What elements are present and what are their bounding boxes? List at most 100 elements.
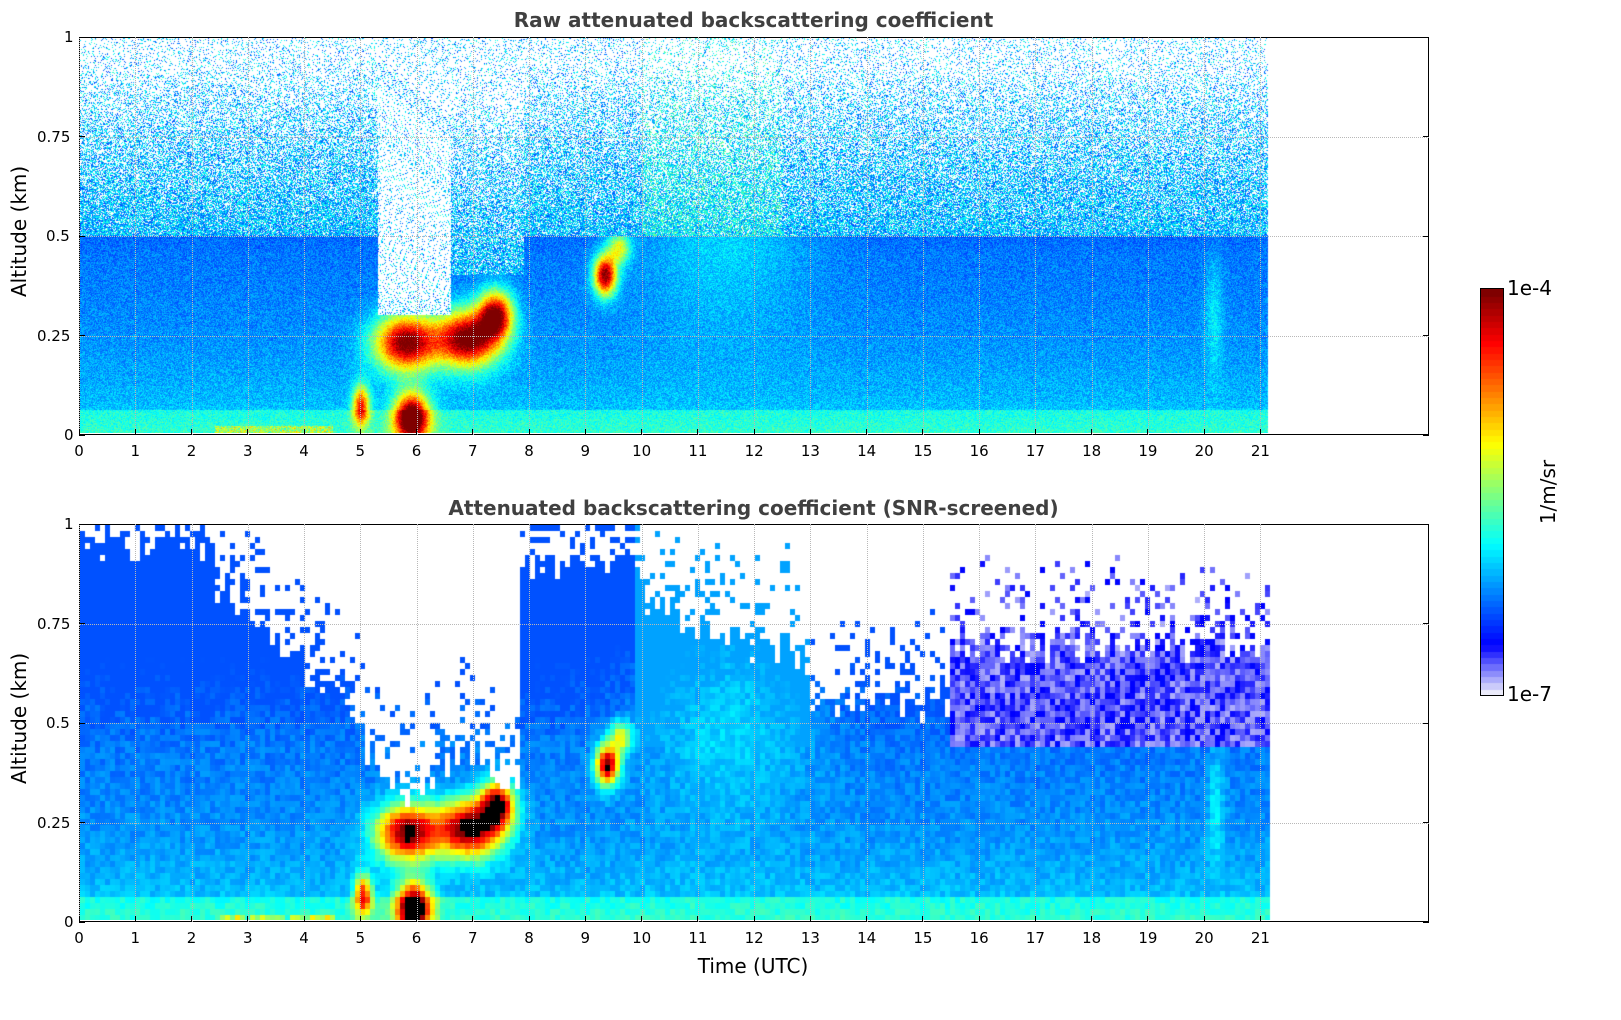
x-tick-label: 1 [130, 929, 141, 947]
y-tick-label: 0 [64, 913, 74, 931]
x-tick-label: 15 [913, 442, 933, 460]
x-tick-mark [753, 429, 755, 435]
x-tick-mark [922, 916, 924, 922]
grid-line-y [79, 136, 1429, 138]
y-tick-label: 0.5 [46, 714, 70, 732]
y-tick-mark [79, 36, 85, 38]
x-tick-mark [584, 429, 586, 435]
x-tick-mark [922, 429, 924, 435]
x-tick-label: 15 [913, 929, 933, 947]
x-tick-label: 16 [969, 929, 989, 947]
x-tick-label: 13 [800, 929, 820, 947]
y-tick-mark [79, 523, 85, 525]
x-tick-label: 13 [800, 442, 820, 460]
y-tick-label: 0.25 [37, 813, 71, 832]
x-tick-mark [978, 916, 980, 922]
y-tick-mark [1423, 523, 1429, 525]
y-tick-mark [1423, 335, 1429, 336]
x-tick-label: 19 [1138, 929, 1158, 947]
y-tick-mark [1423, 36, 1429, 38]
x-tick-mark [1147, 916, 1149, 922]
colorbar-max-label: 1e-4 [1507, 276, 1552, 300]
grid-line-y [79, 623, 1429, 625]
y-tick-mark [79, 921, 85, 923]
x-tick-label: 3 [243, 442, 253, 460]
x-tick-mark [78, 429, 80, 435]
x-tick-mark [753, 916, 755, 922]
x-tick-label: 11 [688, 442, 708, 460]
x-tick-mark [866, 916, 867, 922]
x-tick-label: 7 [468, 929, 478, 947]
y-tick-mark [79, 235, 85, 237]
x-tick-label: 0 [74, 929, 84, 947]
x-tick-label: 6 [411, 442, 422, 460]
y-tick-mark [1423, 722, 1429, 724]
x-tick-mark [866, 429, 867, 435]
y-tick-mark [79, 335, 85, 336]
grid-line-y [79, 822, 1429, 824]
x-tick-label: 8 [524, 929, 534, 947]
chart-title: Raw attenuated backscattering coefficien… [513, 8, 994, 32]
x-axis-label: Time (UTC) [697, 954, 809, 978]
x-tick-label: 20 [1194, 929, 1214, 947]
x-tick-label: 12 [744, 442, 764, 460]
x-tick-label: 14 [857, 929, 877, 947]
x-tick-mark [697, 916, 699, 922]
x-tick-label: 14 [857, 442, 877, 460]
x-tick-mark [1091, 916, 1092, 922]
x-tick-label: 5 [355, 442, 366, 460]
x-tick-label: 2 [186, 442, 197, 460]
y-tick-mark [1423, 136, 1429, 137]
x-tick-mark [809, 916, 811, 922]
y-tick-mark [79, 623, 85, 624]
x-tick-label: 3 [243, 929, 253, 947]
y-tick-mark [1423, 623, 1429, 624]
y-tick-mark [1423, 235, 1429, 237]
x-tick-label: 11 [688, 929, 708, 947]
x-tick-mark [809, 429, 811, 435]
x-tick-mark [697, 429, 699, 435]
x-tick-mark [359, 429, 361, 435]
y-tick-mark [79, 136, 85, 137]
y-axis-label: Altitude (km) [7, 165, 31, 297]
x-tick-label: 1 [130, 442, 141, 460]
x-tick-mark [528, 916, 530, 922]
y-tick-label: 1 [64, 28, 74, 46]
y-tick-mark [1423, 822, 1429, 823]
x-tick-mark [134, 916, 136, 922]
x-tick-label: 9 [580, 442, 591, 460]
x-tick-label: 17 [1025, 442, 1045, 460]
x-tick-label: 18 [1082, 442, 1102, 460]
colorbar-min-label: 1e-7 [1507, 682, 1552, 706]
y-tick-mark [1423, 921, 1429, 923]
x-tick-label: 18 [1082, 929, 1102, 947]
x-tick-mark [191, 916, 192, 922]
y-tick-mark [79, 434, 85, 436]
x-tick-label: 20 [1194, 442, 1214, 460]
x-tick-mark [641, 429, 642, 435]
x-tick-mark [528, 429, 530, 435]
x-tick-mark [247, 429, 249, 435]
grid-line-y [79, 723, 1429, 724]
x-tick-label: 16 [969, 442, 989, 460]
x-tick-mark [1259, 429, 1261, 435]
x-tick-label: 21 [1250, 929, 1270, 947]
x-tick-mark [416, 916, 417, 922]
x-tick-mark [978, 429, 980, 435]
x-tick-label: 17 [1025, 929, 1045, 947]
x-tick-label: 8 [524, 442, 534, 460]
x-tick-mark [247, 916, 249, 922]
x-tick-mark [134, 429, 136, 435]
x-tick-label: 5 [355, 929, 366, 947]
x-tick-mark [584, 916, 586, 922]
y-tick-mark [1423, 434, 1429, 436]
x-tick-label: 2 [186, 929, 197, 947]
x-tick-label: 10 [632, 929, 652, 947]
x-tick-mark [1147, 429, 1149, 435]
x-tick-mark [303, 429, 305, 435]
y-tick-label: 0.75 [37, 127, 71, 146]
x-tick-label: 10 [632, 442, 652, 460]
grid-line-y [79, 236, 1429, 237]
x-tick-label: 12 [744, 929, 764, 947]
y-tick-label: 1 [64, 515, 74, 533]
